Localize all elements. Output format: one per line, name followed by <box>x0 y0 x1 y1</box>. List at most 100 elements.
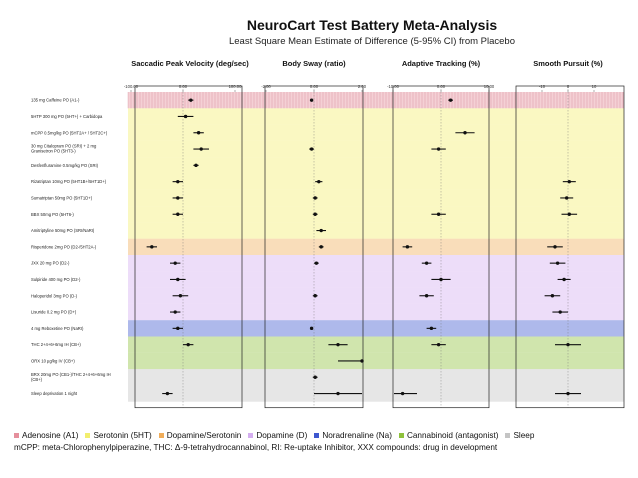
estimate-point-spv <box>176 179 180 184</box>
group-band <box>128 336 624 353</box>
legend-label: Sleep <box>513 431 535 440</box>
row-label: THC 2+4+6+6mg IH (CB+) <box>31 342 81 347</box>
legend-label: Dopamine (D) <box>256 431 308 440</box>
row-label: Granisetron PO (5HT3-) <box>31 149 76 154</box>
estimate-marks <box>146 98 581 396</box>
row-label: 5HTP 300 mg PO (5HT+) + Carbidopa <box>31 114 103 119</box>
estimate-point-sway <box>309 326 314 331</box>
estimate-point-spv <box>199 147 203 151</box>
row-label: Haloperidol 3mg PO (D-) <box>31 293 78 298</box>
group-band <box>128 140 624 158</box>
row-label: 135 mg Caffeine PO (A1-) <box>31 98 80 103</box>
estimate-point-spv <box>189 98 193 102</box>
panel-headers: Saccadic Peak Velocity (deg/sec) Body Swa… <box>131 59 603 68</box>
group-band <box>128 206 624 223</box>
estimate-point-pursuit <box>565 196 569 200</box>
group-band <box>128 352 624 370</box>
row-label: ORX 10 µg/kg IV (CB+) <box>31 358 75 363</box>
row-label: Lisuride 0.2 mg PO (D+) <box>31 310 77 315</box>
legend-label: Serotonin (5HT) <box>93 431 152 440</box>
row-label: (CB+) <box>31 377 43 382</box>
chart-subtitle: Least Square Mean Estimate of Difference… <box>229 36 515 47</box>
legend-label: Cannabinoid (antagonist) <box>406 431 499 440</box>
tick-label-track: -10.00 <box>387 84 400 89</box>
panel-header-track: Adaptive Tracking (%) <box>402 59 481 68</box>
row-label: Sleep deprivation 1 night <box>31 391 78 396</box>
estimate-point-pursuit <box>566 391 570 396</box>
estimate-point-spv <box>183 114 188 119</box>
estimate-point-track <box>448 98 453 102</box>
estimate-point-sway <box>313 375 317 379</box>
estimate-point-sway <box>336 391 340 396</box>
legend-item: Sleep <box>505 430 534 441</box>
tick-label-sway: 0.00 <box>310 84 319 89</box>
estimate-point-track <box>405 245 410 249</box>
estimate-point-sway <box>336 342 340 347</box>
estimate-point-spv <box>173 310 177 314</box>
row-label: Sumatriptan 50mg PO (5HT1D+) <box>31 195 93 200</box>
row-label: mCPP 0.5mg/kg PO (5HT2A+ / 5HT2C+) <box>31 130 108 135</box>
legend-items: Adenosine (A1) Serotonin (5HT) Dopamine/Se… <box>14 430 626 441</box>
group-band <box>128 385 624 402</box>
estimate-point-track <box>439 277 443 282</box>
row-labels: 135 mg Caffeine PO (A1-) 5HTP 300 mg PO (… <box>31 98 111 396</box>
panel-header-sway: Body Sway (ratio) <box>282 59 346 68</box>
tick-label-pursuit: 0 <box>567 84 570 89</box>
legend-item: Dopamine (D) <box>248 430 307 441</box>
legend-item: Dopamine/Serotonin <box>158 430 241 441</box>
axis-ticks: -100.00 0.00 100.00 -2.00 0.00 2.00 -10.00 0.00… <box>124 84 597 92</box>
group-band <box>128 157 624 174</box>
estimate-point-spv <box>176 196 180 200</box>
estimate-point-track <box>463 131 467 135</box>
row-label: BRX 20mg PO (CB1-)/THC 2+4+6+6mg IH <box>31 372 111 377</box>
panel-frame-spv <box>134 85 243 409</box>
estimate-point-pursuit <box>553 245 557 249</box>
panel-header-pursuit: Smooth Pursuit (%) <box>533 59 603 68</box>
legend-label: Adenosine (A1) <box>22 431 79 440</box>
legend-swatch <box>158 433 164 438</box>
group-band <box>128 303 624 321</box>
legend-swatch <box>14 433 19 438</box>
group-band <box>128 271 624 288</box>
estimate-point-track <box>436 212 441 216</box>
estimate-point-spv <box>178 294 183 298</box>
row-label: 4 mg Reboxetine PO (NaRI) <box>31 326 84 331</box>
estimate-point-spv <box>176 326 180 331</box>
estimate-point-spv <box>176 277 180 282</box>
estimate-point-spv <box>186 342 190 347</box>
row-label: Sulpiride 400 mg PO (D2-) <box>31 277 81 282</box>
panel-header-spv: Saccadic Peak Velocity (deg/sec) <box>131 59 249 68</box>
estimate-point-sway <box>313 294 317 298</box>
tick-label-spv: -100.00 <box>124 84 139 89</box>
group-band <box>128 287 624 304</box>
legend-footnote: mCPP: meta-Chlorophenylpiperazine, THC: … <box>14 443 498 452</box>
estimate-point-sway <box>309 98 314 102</box>
estimate-point-sway <box>314 261 319 265</box>
group-band <box>128 92 624 109</box>
row-label: Rizatriptan 10mg PO (5HT1B+/5HT1D+) <box>31 179 107 184</box>
estimate-point-track <box>429 326 434 331</box>
legend-swatch <box>85 433 91 438</box>
tick-label-pursuit: 10 <box>592 84 597 89</box>
row-label: Desfenfluramine 0.5mg/kg PO (SRI) <box>31 163 99 168</box>
tick-label-track: 0.00 <box>437 84 446 89</box>
estimate-point-spv <box>173 261 177 265</box>
legend-label: Noradrenaline (Na) <box>322 431 392 440</box>
tick-label-spv: 0.00 <box>179 84 188 89</box>
estimate-point-pursuit <box>555 261 560 265</box>
legend-item: Noradrenaline (Na) <box>314 430 392 441</box>
estimate-point-spv <box>150 245 154 249</box>
estimate-point-pursuit <box>567 212 571 216</box>
tick-label-pursuit: -10 <box>539 84 546 89</box>
estimate-point-sway <box>319 228 323 233</box>
estimate-point-spv <box>176 212 180 216</box>
group-band <box>128 320 624 337</box>
estimate-point-sway <box>317 179 321 184</box>
legend-swatch <box>398 433 404 438</box>
estimate-point-track <box>400 391 405 396</box>
group-band <box>128 189 624 207</box>
estimate-point-sway <box>309 147 314 151</box>
estimate-point-spv <box>194 163 198 168</box>
estimate-point-track <box>436 342 441 347</box>
tick-label-track: 10.00 <box>484 84 495 89</box>
